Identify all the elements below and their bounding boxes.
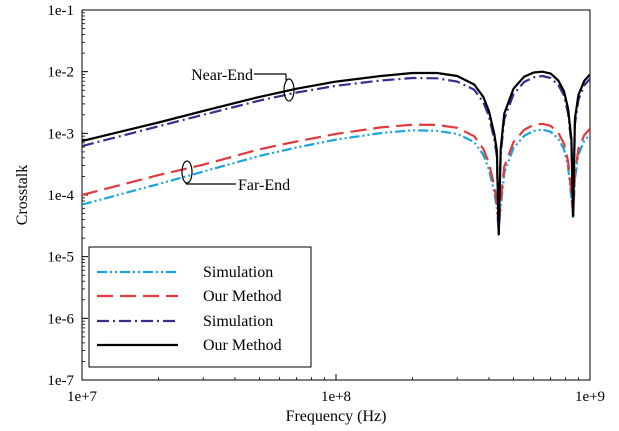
near-end-label: Near-End xyxy=(191,67,253,84)
far-end-annotation: Far-End xyxy=(181,160,290,194)
x-axis-label: Frequency (Hz) xyxy=(286,408,387,425)
legend-label-simulation-near-end: Simulation xyxy=(203,313,273,330)
series-line-our-method-near-end xyxy=(82,70,590,236)
legend-label-simulation-far-end: Simulation xyxy=(203,264,273,281)
legend-label-our-method-near-end: Our Method xyxy=(203,337,282,354)
x-tick-label: 1e+8 xyxy=(321,389,351,405)
x-axis: 1e+7 1e+8 1e+9 xyxy=(67,374,605,405)
legend: Simulation Our Method Simulation Our Met… xyxy=(88,246,312,368)
x-tick-label: 1e+7 xyxy=(67,389,98,405)
near-end-marker-ellipse xyxy=(283,78,295,102)
y-tick-label: 1e-3 xyxy=(47,126,74,142)
legend-box xyxy=(88,246,312,368)
y-tick-label: 1e-6 xyxy=(47,311,74,327)
y-axis-label: Crosstalk xyxy=(14,165,31,225)
series-layer xyxy=(82,70,590,236)
y-tick-label: 1e-5 xyxy=(47,250,74,266)
y-tick-label: 1e-1 xyxy=(47,3,74,19)
y-tick-label: 1e-2 xyxy=(47,65,74,81)
y-axis: 1e-7 1e-6 1e-5 1e-4 1e-3 1e-2 1e-1 xyxy=(47,3,88,389)
far-end-label: Far-End xyxy=(238,177,290,194)
y-tick-label: 1e-4 xyxy=(47,188,74,204)
legend-label-our-method-far-end: Our Method xyxy=(203,288,282,305)
far-end-marker-ellipse xyxy=(181,160,193,184)
near-end-annotation: Near-End xyxy=(191,67,295,102)
x-tick-label: 1e+9 xyxy=(575,389,605,405)
y-tick-label: 1e-7 xyxy=(47,373,74,389)
